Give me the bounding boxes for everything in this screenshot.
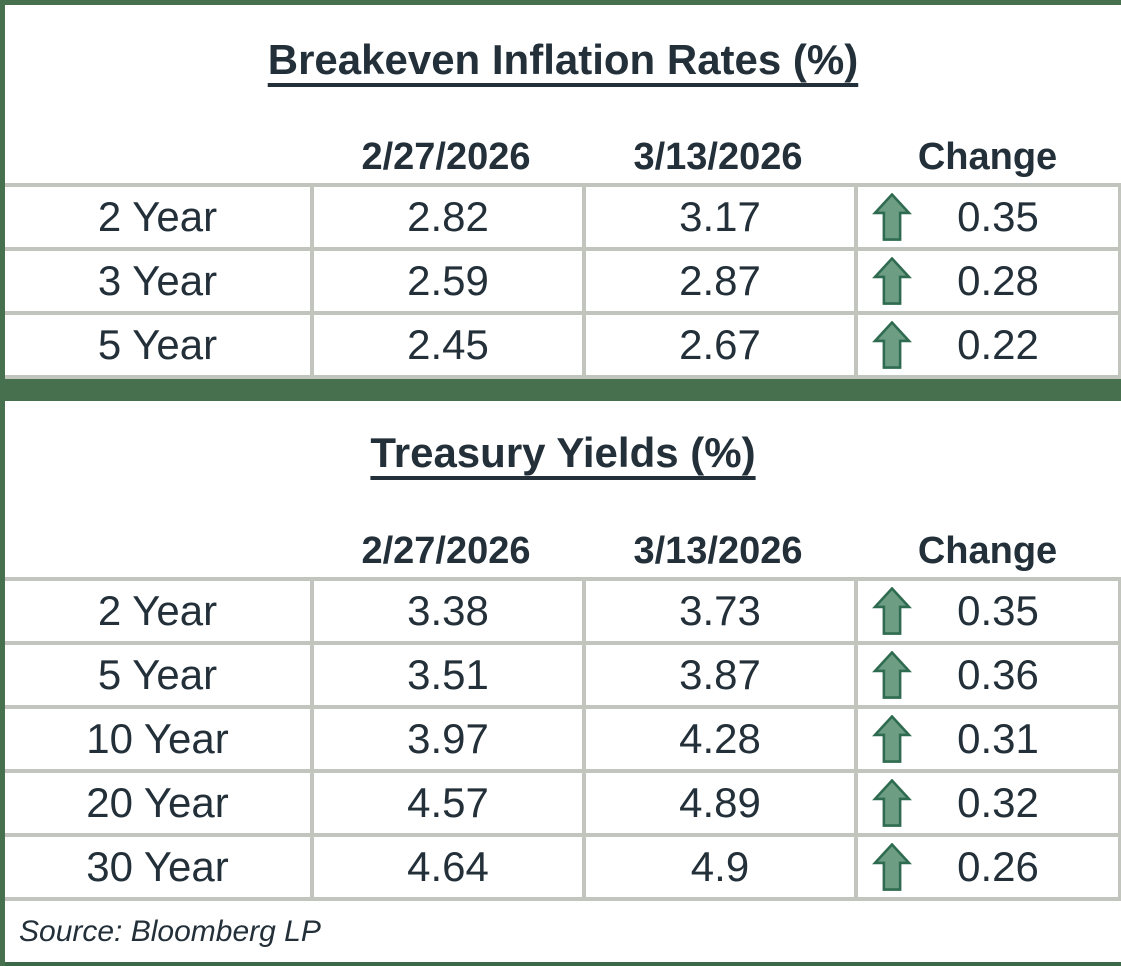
breakeven-header-row: 2/27/2026 3/13/2026 Change — [5, 115, 1121, 183]
change-value: 0.26 — [957, 843, 1039, 890]
change-value: 0.31 — [957, 715, 1039, 762]
change-cell: 0.32 — [858, 773, 1118, 833]
source-row: Source: Bloomberg LP — [5, 901, 1121, 962]
row-label: 5 Year — [5, 315, 310, 375]
row-label: 3 Year — [5, 251, 310, 311]
change-value: 0.22 — [957, 321, 1039, 368]
treasury-header-row: 2/27/2026 3/13/2026 Change — [5, 505, 1121, 577]
change-value: 0.36 — [957, 651, 1039, 698]
value-cell: 2.87 — [586, 251, 854, 311]
value-cell: 4.64 — [314, 837, 582, 897]
row-label: 2 Year — [5, 581, 310, 641]
change-cell: 0.35 — [858, 187, 1118, 247]
breakeven-table-title: Breakeven Inflation Rates (%) — [267, 36, 859, 83]
value-cell: 3.51 — [314, 645, 582, 705]
value-cell: 3.38 — [314, 581, 582, 641]
value-cell: 2.45 — [314, 315, 582, 375]
breakeven-header-date2: 3/13/2026 — [633, 136, 803, 178]
change-cell: 0.31 — [858, 709, 1118, 769]
change-cell: 0.22 — [858, 315, 1118, 375]
up-arrow-icon — [872, 715, 912, 763]
up-arrow-icon — [872, 321, 912, 369]
up-arrow-icon — [872, 587, 912, 635]
treasury-header-date2: 3/13/2026 — [633, 530, 803, 572]
change-value: 0.28 — [957, 257, 1039, 304]
value-cell: 3.97 — [314, 709, 582, 769]
breakeven-table-title-row: Breakeven Inflation Rates (%) — [5, 5, 1121, 115]
change-value: 0.32 — [957, 779, 1039, 826]
up-arrow-icon — [872, 651, 912, 699]
value-cell: 4.57 — [314, 773, 582, 833]
green-separator-bar — [5, 379, 1121, 401]
change-value: 0.35 — [957, 193, 1039, 240]
breakeven-table-body: 2 Year 2.82 3.17 0.35 3 Year 2.59 2.87 0… — [5, 183, 1121, 379]
treasury-header-change: Change — [917, 530, 1058, 572]
value-cell: 2.59 — [314, 251, 582, 311]
up-arrow-icon — [872, 257, 912, 305]
row-label: 10 Year — [5, 709, 310, 769]
row-label: 30 Year — [5, 837, 310, 897]
change-cell: 0.28 — [858, 251, 1118, 311]
change-cell: 0.35 — [858, 581, 1118, 641]
breakeven-header-date1: 2/27/2026 — [361, 136, 531, 178]
value-cell: 3.73 — [586, 581, 854, 641]
value-cell: 4.9 — [586, 837, 854, 897]
row-label: 5 Year — [5, 645, 310, 705]
treasury-table-title: Treasury Yields (%) — [370, 429, 756, 476]
change-cell: 0.26 — [858, 837, 1118, 897]
row-label: 2 Year — [5, 187, 310, 247]
breakeven-header-change: Change — [917, 136, 1058, 178]
treasury-table-body: 2 Year 3.38 3.73 0.35 5 Year 3.51 3.87 0… — [5, 577, 1121, 901]
bottom-green-line — [5, 962, 1121, 966]
value-cell: 2.67 — [586, 315, 854, 375]
change-value: 0.35 — [957, 587, 1039, 634]
value-cell: 4.89 — [586, 773, 854, 833]
value-cell: 3.17 — [586, 187, 854, 247]
change-cell: 0.36 — [858, 645, 1118, 705]
up-arrow-icon — [872, 843, 912, 891]
treasury-table-title-row: Treasury Yields (%) — [5, 401, 1121, 505]
value-cell: 3.87 — [586, 645, 854, 705]
value-cell: 2.82 — [314, 187, 582, 247]
up-arrow-icon — [872, 779, 912, 827]
up-arrow-icon — [872, 193, 912, 241]
source-note: Source: Bloomberg LP — [19, 914, 321, 948]
row-label: 20 Year — [5, 773, 310, 833]
treasury-header-date1: 2/27/2026 — [361, 530, 531, 572]
value-cell: 4.28 — [586, 709, 854, 769]
